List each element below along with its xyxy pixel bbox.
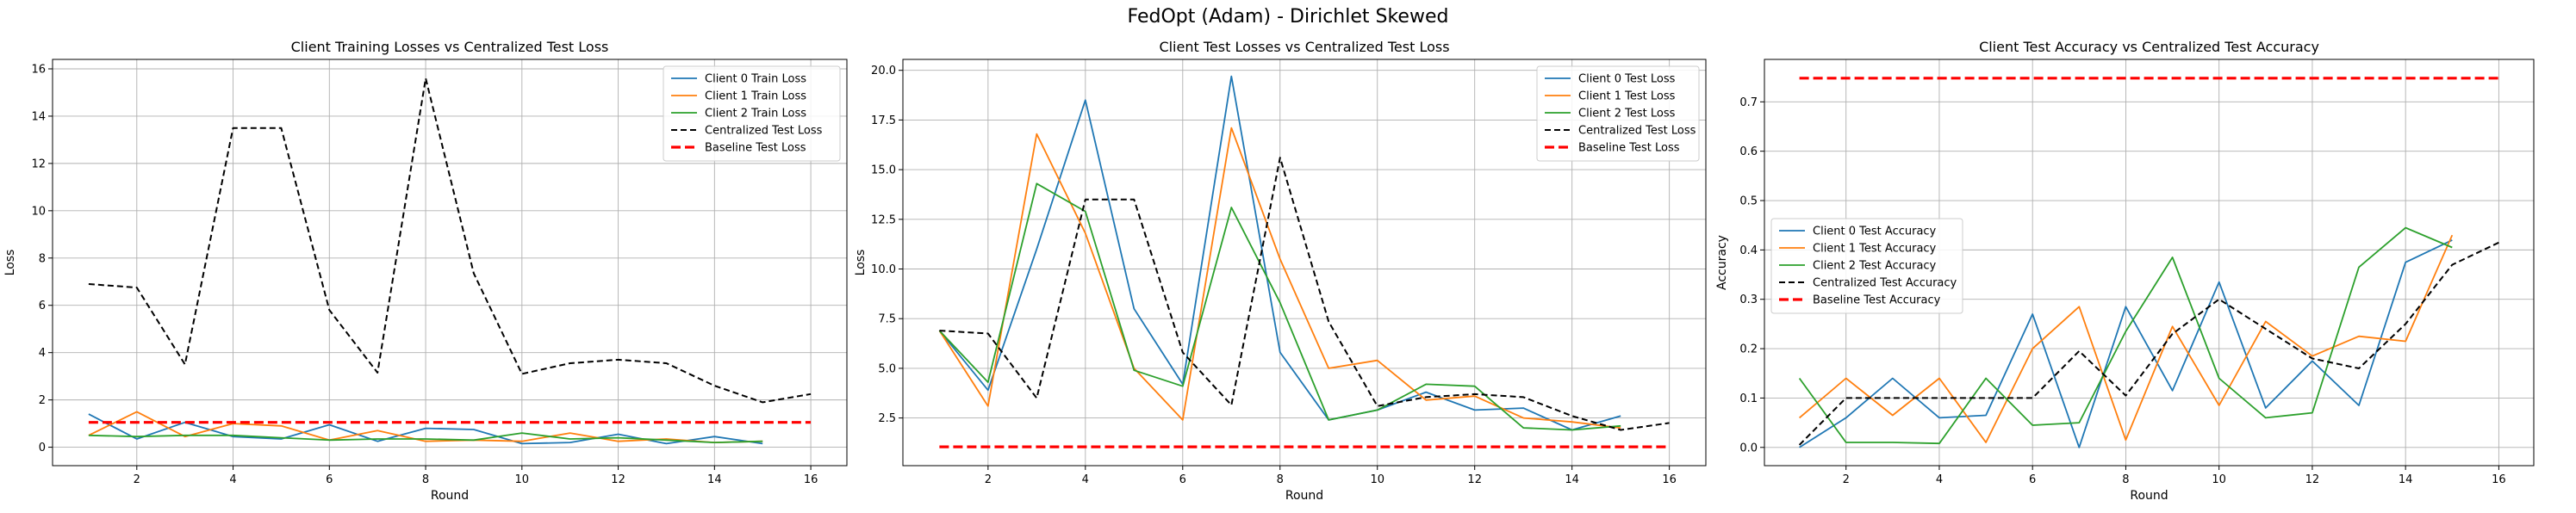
chart-test-accuracy-xtick-label: 14 bbox=[2399, 473, 2413, 486]
chart-test-accuracy-xtick-label: 10 bbox=[2212, 473, 2226, 486]
chart-test-losses-ytick-label: 15.0 bbox=[871, 164, 896, 177]
chart-test-losses-series-client-0-test-loss bbox=[938, 75, 1621, 431]
chart-test-accuracy-ytick-label: 0.0 bbox=[1739, 442, 1758, 454]
chart-training-losses-xtick-label: 8 bbox=[422, 473, 429, 486]
chart-test-losses-xtick-label: 14 bbox=[1565, 473, 1579, 486]
chart-test-losses-legend-label: Client 1 Test Loss bbox=[1578, 90, 1676, 103]
chart-training-losses-legend-label: Baseline Test Loss bbox=[705, 142, 806, 155]
chart-training-losses-xtick-label: 6 bbox=[326, 473, 333, 486]
chart-training-losses-xtick-label: 10 bbox=[515, 473, 530, 486]
chart-training-losses-legend-label: Client 0 Train Loss bbox=[705, 73, 806, 86]
chart-test-accuracy-ytick-label: 0.6 bbox=[1739, 145, 1758, 158]
figure-suptitle: FedOpt (Adam) - Dirichlet Skewed bbox=[1128, 6, 1449, 28]
chart-test-accuracy-legend: Client 0 Test Accuracy Client 1 Test Accu… bbox=[1770, 218, 1963, 314]
chart-test-losses-legend-label: Baseline Test Loss bbox=[1578, 142, 1680, 155]
chart-training-losses-legend: Client 0 Train Loss Client 1 Train Loss Cl… bbox=[663, 65, 841, 162]
chart-test-accuracy-xtick-label: 6 bbox=[2029, 473, 2036, 486]
chart-test-losses-xtick-label: 2 bbox=[985, 473, 992, 486]
chart-test-losses-ytick-label: 20.0 bbox=[871, 65, 896, 77]
chart-training-losses-legend-label: Centralized Test Loss bbox=[705, 125, 823, 138]
chart-training-losses-ytick-label: 16 bbox=[31, 63, 46, 76]
chart-test-losses-ylabel: Loss bbox=[854, 250, 868, 276]
chart-test-accuracy-series-centralized-test-accuracy bbox=[1798, 241, 2499, 446]
chart-panel-test-losses: 2 4 6 8 10 12 14 16 2.5 5.0 7.5 10.0 12.5 15.0 17.5 20.… bbox=[854, 39, 1707, 503]
chart-test-accuracy-ytick-label: 0.1 bbox=[1739, 392, 1758, 405]
chart-test-losses-legend: Client 0 Test Loss Client 1 Test Loss Clie… bbox=[1536, 65, 1700, 162]
chart-test-losses-legend-label: Centralized Test Loss bbox=[1578, 125, 1696, 138]
chart-test-losses-xtick-label: 16 bbox=[1662, 473, 1677, 486]
chart-test-accuracy-frame bbox=[1764, 59, 2535, 467]
chart-test-losses-ytick-label: 17.5 bbox=[871, 114, 896, 127]
chart-test-losses-legend-label: Client 2 Test Loss bbox=[1578, 108, 1676, 121]
chart-training-losses-legend-label: Client 2 Train Loss bbox=[705, 108, 806, 121]
chart-test-accuracy-legend-label: Baseline Test Accuracy bbox=[1813, 294, 1941, 307]
chart-test-losses-ytick-label: 12.5 bbox=[871, 213, 896, 226]
chart-test-losses-legend-label: Client 0 Test Loss bbox=[1578, 73, 1676, 86]
chart-test-losses-xlabel: Round bbox=[1285, 489, 1323, 503]
chart-test-losses-xtick-label: 12 bbox=[1467, 473, 1482, 486]
chart-test-accuracy-ytick-label: 0.3 bbox=[1739, 294, 1758, 306]
chart-training-losses-legend-box bbox=[663, 65, 841, 162]
chart-training-losses-ytick-label: 14 bbox=[31, 110, 46, 123]
chart-test-accuracy-xtick-label: 16 bbox=[2492, 473, 2506, 486]
chart-training-losses-ytick-label: 2 bbox=[39, 394, 46, 407]
chart-training-losses-ytick-label: 8 bbox=[39, 252, 46, 265]
chart-test-accuracy-title: Client Test Accuracy vs Centralized Test… bbox=[1979, 39, 2319, 55]
chart-training-losses-series-centralized-test-loss bbox=[88, 77, 812, 404]
chart-training-losses-xtick-label: 4 bbox=[229, 473, 236, 486]
chart-test-accuracy-xtick-label: 8 bbox=[2122, 473, 2129, 486]
chart-training-losses-ytick-label: 12 bbox=[31, 158, 46, 170]
chart-training-losses-xtick-label: 2 bbox=[134, 473, 140, 486]
chart-training-losses-ytick-label: 4 bbox=[39, 347, 46, 360]
chart-training-losses-xlabel: Round bbox=[431, 489, 469, 503]
chart-training-losses-xtick-label: 16 bbox=[804, 473, 818, 486]
chart-test-accuracy-legend-label: Client 1 Test Accuracy bbox=[1813, 243, 1937, 256]
chart-training-losses-ylabel: Loss bbox=[3, 250, 17, 276]
chart-test-accuracy-ytick-label: 0.4 bbox=[1739, 244, 1758, 257]
chart-test-losses-xtick-label: 4 bbox=[1082, 473, 1089, 486]
chart-test-losses-ytick-label: 5.0 bbox=[878, 362, 896, 375]
chart-test-accuracy-ylabel: Accuracy bbox=[1715, 235, 1729, 290]
chart-test-accuracy-series-client-2-test-accuracy bbox=[1798, 226, 2453, 445]
chart-test-accuracy-series-client-1-test-accuracy bbox=[1799, 234, 2454, 443]
chart-test-accuracy-ytick-label: 0.2 bbox=[1739, 343, 1758, 356]
chart-test-losses-legend-box bbox=[1536, 65, 1700, 162]
chart-test-losses-xtick-label: 6 bbox=[1179, 473, 1186, 486]
chart-test-accuracy-legend-box bbox=[1770, 218, 1963, 314]
chart-test-losses-ytick-label: 2.5 bbox=[878, 412, 896, 425]
chart-training-losses-ytick-label: 6 bbox=[39, 300, 46, 312]
chart-test-accuracy-xlabel: Round bbox=[2130, 489, 2168, 503]
chart-test-accuracy-legend-label: Client 2 Test Accuracy bbox=[1813, 260, 1937, 273]
chart-test-accuracy-series-client-0-test-accuracy bbox=[1799, 239, 2453, 448]
chart-test-losses-series-centralized-test-loss bbox=[939, 157, 1670, 431]
chart-training-losses-legend-label: Client 1 Train Loss bbox=[705, 90, 806, 103]
chart-training-losses-ytick-label: 0 bbox=[39, 442, 46, 454]
chart-test-accuracy-xtick-label: 12 bbox=[2305, 473, 2320, 486]
chart-test-accuracy-xtick-label: 2 bbox=[1843, 473, 1850, 486]
chart-training-losses-frame bbox=[52, 59, 848, 467]
chart-test-accuracy-xtick-label: 4 bbox=[1936, 473, 1943, 486]
chart-training-losses-title: Client Training Losses vs Centralized Te… bbox=[291, 39, 609, 55]
chart-training-losses-series-client-2-train-loss bbox=[88, 432, 763, 443]
chart-panel-training-losses: 2 4 6 8 10 12 14 16 0 2 4 6 8 10 12 14 16 Client Training… bbox=[3, 39, 848, 503]
chart-test-losses-series-client-2-test-loss bbox=[938, 182, 1621, 431]
chart-training-losses-xtick-label: 14 bbox=[707, 473, 722, 486]
chart-training-losses-xtick-label: 12 bbox=[611, 473, 625, 486]
chart-test-accuracy-legend-label: Centralized Test Accuracy bbox=[1813, 277, 1957, 290]
chart-test-accuracy-ytick-label: 0.7 bbox=[1739, 96, 1758, 109]
chart-test-losses-ytick-label: 10.0 bbox=[871, 263, 896, 276]
chart-test-losses-xtick-label: 8 bbox=[1277, 473, 1284, 486]
chart-panel-test-accuracy: 2 4 6 8 10 12 14 16 0.0 0.1 0.2 0.3 0.4 0.5 0.6 0.7 Clie… bbox=[1715, 39, 2535, 503]
chart-test-losses-title: Client Test Losses vs Centralized Test L… bbox=[1159, 39, 1449, 55]
chart-training-losses-ytick-label: 10 bbox=[31, 205, 46, 218]
chart-test-accuracy-ytick-label: 0.5 bbox=[1739, 195, 1758, 208]
chart-test-losses-xtick-label: 10 bbox=[1370, 473, 1384, 486]
chart-test-losses-series-client-1-test-loss bbox=[938, 127, 1621, 429]
chart-test-losses-ytick-label: 7.5 bbox=[878, 313, 896, 326]
chart-test-losses-frame bbox=[902, 59, 1707, 467]
chart-test-accuracy-legend-label: Client 0 Test Accuracy bbox=[1813, 226, 1937, 238]
